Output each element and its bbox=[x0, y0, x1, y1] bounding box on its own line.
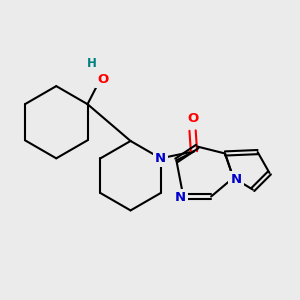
Text: N: N bbox=[230, 173, 242, 186]
Text: O: O bbox=[97, 73, 108, 86]
Text: H: H bbox=[87, 57, 97, 70]
Text: N: N bbox=[155, 152, 166, 165]
Text: N: N bbox=[175, 191, 186, 204]
Text: O: O bbox=[187, 112, 198, 125]
